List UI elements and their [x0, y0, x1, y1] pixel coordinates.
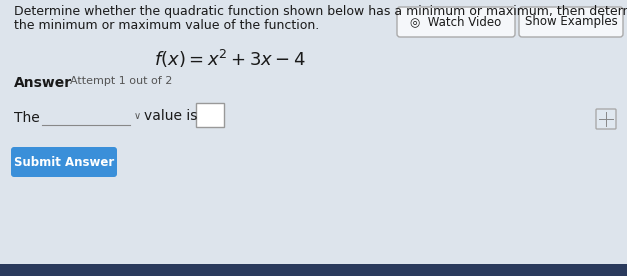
- Text: The: The: [14, 111, 40, 125]
- FancyBboxPatch shape: [397, 7, 515, 37]
- Text: ◎  Watch Video: ◎ Watch Video: [411, 15, 502, 28]
- FancyBboxPatch shape: [0, 264, 627, 276]
- Text: value is: value is: [144, 109, 198, 123]
- Text: ∨: ∨: [134, 111, 141, 121]
- FancyBboxPatch shape: [11, 147, 117, 177]
- FancyBboxPatch shape: [519, 7, 623, 37]
- Text: the minimum or maximum value of the function.: the minimum or maximum value of the func…: [14, 19, 319, 32]
- Text: Submit Answer: Submit Answer: [14, 155, 114, 169]
- FancyBboxPatch shape: [42, 106, 130, 124]
- Text: $f(x) = x^2 + 3x - 4$: $f(x) = x^2 + 3x - 4$: [154, 48, 306, 70]
- Text: Determine whether the quadratic function shown below has a minimum or maximum, t: Determine whether the quadratic function…: [14, 5, 627, 18]
- FancyBboxPatch shape: [596, 109, 616, 129]
- Text: Attempt 1 out of 2: Attempt 1 out of 2: [70, 76, 172, 86]
- Text: Show Examples: Show Examples: [525, 15, 618, 28]
- FancyBboxPatch shape: [196, 103, 224, 127]
- Text: Answer: Answer: [14, 76, 72, 90]
